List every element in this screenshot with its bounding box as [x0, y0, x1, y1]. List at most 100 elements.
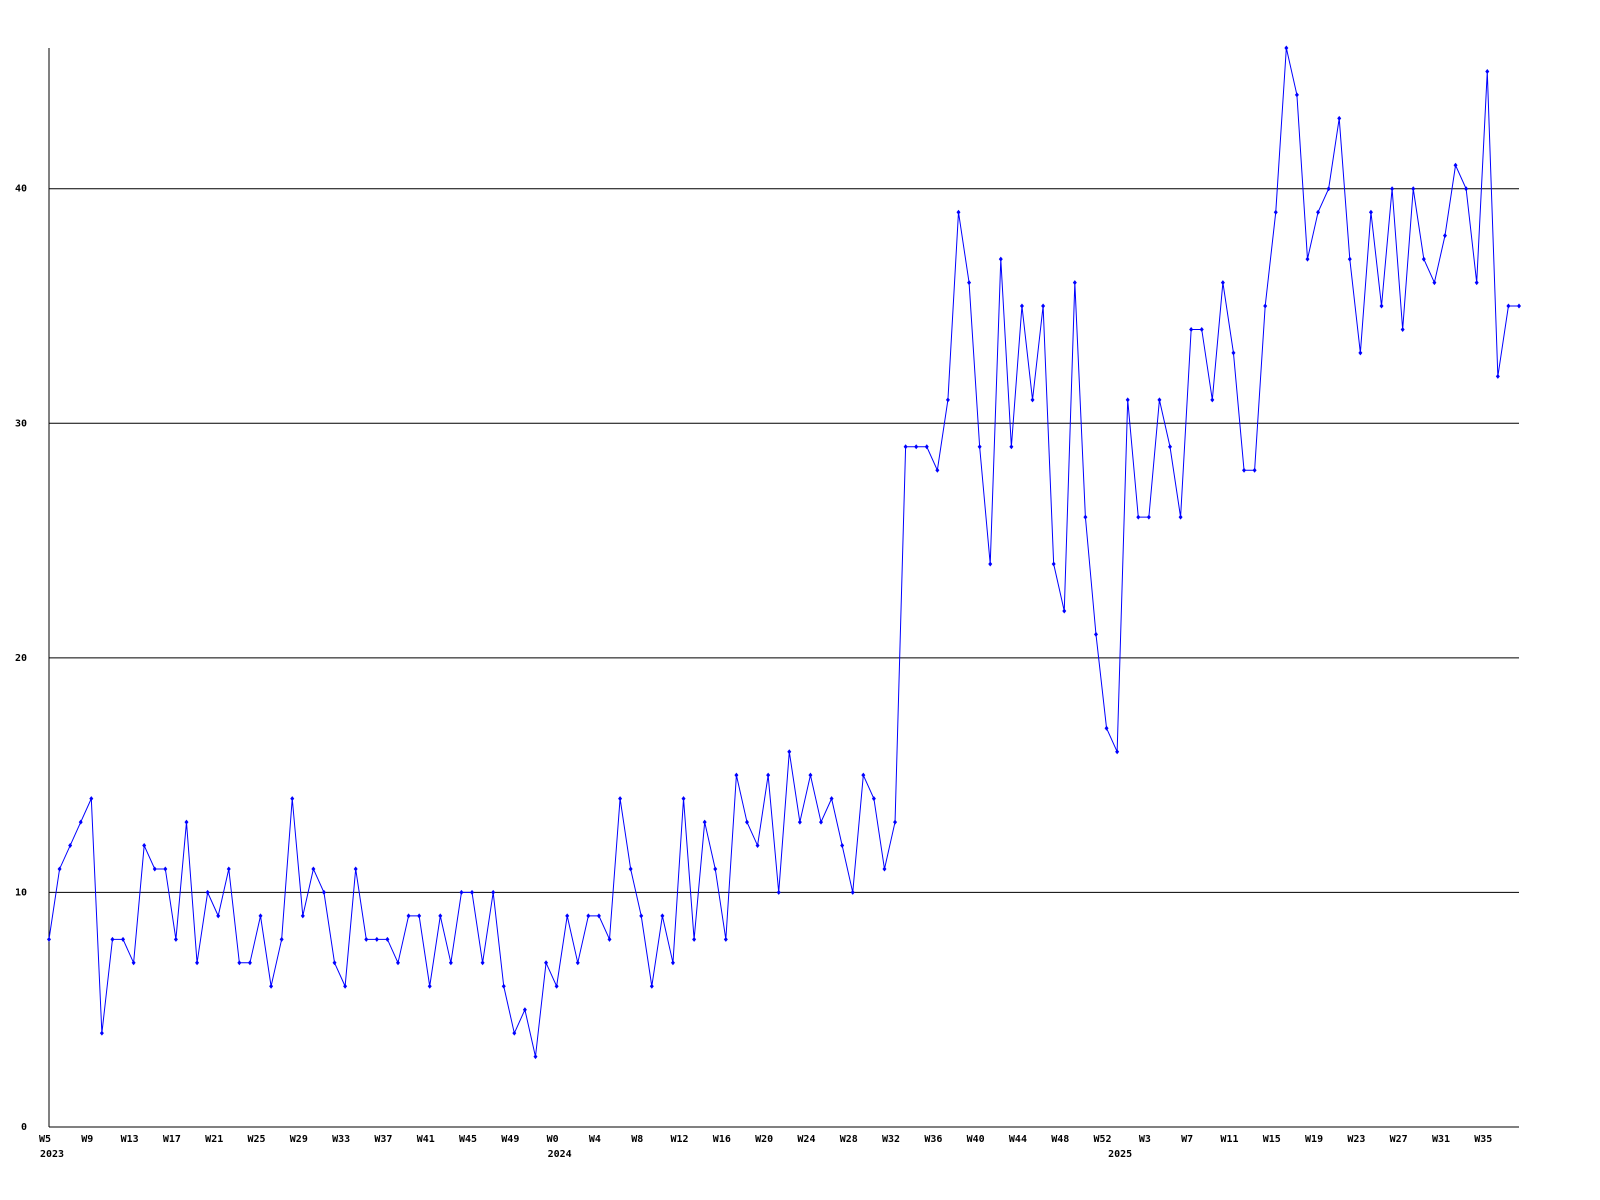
data-point [639, 913, 644, 919]
x-tick-label: W8 [631, 1134, 643, 1145]
x-tick-label: W7 [1181, 1134, 1193, 1145]
data-point [1474, 280, 1479, 286]
data-point [977, 444, 982, 450]
data-point [808, 772, 813, 778]
x-tick-label: W49 [501, 1134, 519, 1145]
data-point [660, 913, 665, 919]
data-point [269, 983, 274, 989]
data-point [1009, 444, 1014, 450]
data-point [1104, 725, 1109, 731]
data-point [1062, 608, 1067, 614]
x-tick-label: W21 [205, 1134, 223, 1145]
data-point [596, 913, 601, 919]
data-point [1178, 514, 1183, 520]
data-point [290, 796, 295, 802]
data-point [470, 889, 475, 895]
x-tick-label: W45 [459, 1134, 477, 1145]
data-point [829, 796, 834, 802]
data-point [501, 983, 506, 989]
data-point [99, 1030, 104, 1036]
data-point [205, 889, 210, 895]
data-point [1019, 303, 1024, 309]
data-point [385, 936, 390, 942]
data-point [713, 866, 718, 872]
data-point [1199, 326, 1204, 332]
data-point [395, 960, 400, 966]
x-tick-label: W19 [1305, 1134, 1323, 1145]
data-point [1517, 303, 1521, 309]
data-point [1242, 467, 1247, 473]
x-tick-label: W52 [1094, 1134, 1112, 1145]
x-tick-label: W31 [1432, 1134, 1450, 1145]
data-point [1157, 397, 1162, 403]
data-point [681, 796, 686, 802]
x-tick-label: W13 [121, 1134, 139, 1145]
data-point [343, 983, 348, 989]
data-point [459, 889, 464, 895]
data-point [448, 960, 453, 966]
data-point [787, 749, 792, 755]
data-point [1464, 186, 1469, 192]
data-point [131, 960, 136, 966]
y-tick-label: 10 [15, 887, 27, 898]
data-point [1442, 233, 1447, 239]
x-tick-label: W41 [417, 1134, 435, 1145]
data-point [903, 444, 908, 450]
data-point [237, 960, 242, 966]
data-point [173, 936, 178, 942]
year-label: 2024 [548, 1149, 572, 1160]
data-point [89, 796, 94, 802]
x-tick-label: W40 [967, 1134, 985, 1145]
data-point [607, 936, 612, 942]
data-line [48, 47, 1519, 1057]
data-point [406, 913, 411, 919]
data-point [554, 983, 559, 989]
x-tick-label: W20 [755, 1134, 773, 1145]
data-point [586, 913, 591, 919]
data-point [967, 280, 972, 286]
data-point [142, 843, 147, 849]
data-point [1390, 186, 1395, 192]
x-tick-label: W44 [1009, 1134, 1027, 1145]
data-point [723, 936, 728, 942]
data-point [1485, 68, 1490, 74]
data-point [184, 819, 189, 825]
data-point [1252, 467, 1257, 473]
data-point [374, 936, 379, 942]
x-tick-label: W3 [1139, 1134, 1151, 1145]
data-point [1337, 115, 1342, 121]
data-point [945, 397, 950, 403]
x-tick-label: W33 [332, 1134, 350, 1145]
data-point [1051, 561, 1056, 567]
data-point [1284, 45, 1289, 51]
data-point [427, 983, 432, 989]
data-point [618, 796, 623, 802]
data-point [882, 866, 887, 872]
data-point [1368, 209, 1373, 215]
data-point [1136, 514, 1141, 520]
x-tick-label: W23 [1347, 1134, 1365, 1145]
data-point [1326, 186, 1331, 192]
data-point [1220, 280, 1225, 286]
data-point [988, 561, 993, 567]
data-point [258, 913, 263, 919]
data-point [57, 866, 62, 872]
data-point [332, 960, 337, 966]
data-point [1400, 326, 1405, 332]
data-point [1083, 514, 1088, 520]
x-tick-label: W17 [163, 1134, 181, 1145]
data-point [1072, 280, 1077, 286]
data-point [544, 960, 549, 966]
data-point [956, 209, 961, 215]
data-point [78, 819, 83, 825]
data-point [1189, 326, 1194, 332]
data-point [1453, 162, 1458, 168]
data-point [1146, 514, 1151, 520]
data-point [163, 866, 168, 872]
x-tick-label: W11 [1220, 1134, 1238, 1145]
data-point [364, 936, 369, 942]
y-tick-label: 20 [15, 653, 27, 664]
x-tick-label: W12 [671, 1134, 689, 1145]
data-point [512, 1030, 517, 1036]
